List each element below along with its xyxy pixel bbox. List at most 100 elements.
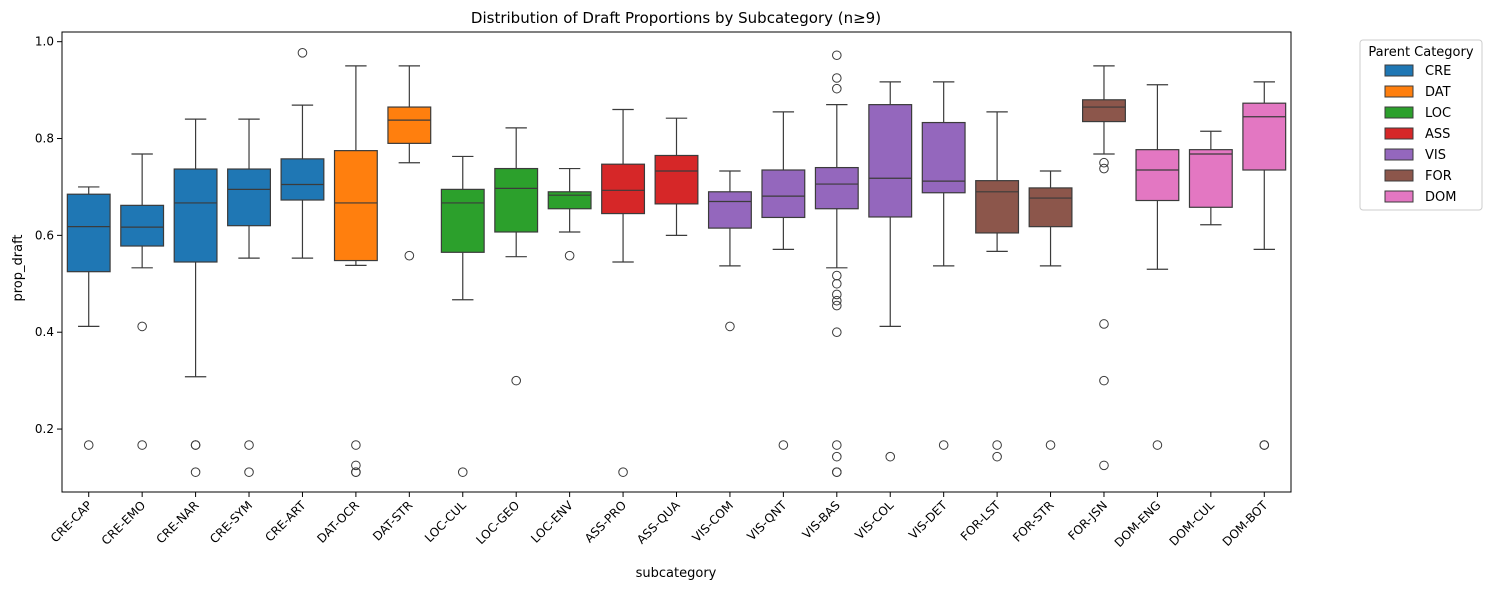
y-tick-label: 0.8 [35,132,54,146]
outlier-point [511,375,521,386]
outlier-point [832,289,842,300]
iqr-box [1082,99,1126,123]
legend-frame [1359,39,1483,211]
x-tick-label: CRE-CAP [48,498,95,545]
legend-swatch-vis [1384,148,1414,161]
legend-label-loc: LOC [1425,106,1451,121]
outlier-point [1099,460,1109,471]
outlier-point [832,295,842,306]
x-tick-label: DAT-OCR [314,498,362,546]
x-tick-label: DAT-STR [370,498,415,543]
y-tick-label: 0.6 [35,228,54,242]
outlier-point [1099,157,1109,168]
outlier-point [832,73,842,83]
outlier-point [832,83,842,94]
outlier-point [832,50,842,61]
y-axis-label: prop_draft [11,234,26,301]
x-tick-label: VIS-DET [906,498,950,542]
x-tick-label: VIS-COL [852,498,896,542]
iqr-box [173,168,218,263]
iqr-box [654,154,699,205]
iqr-box [227,168,271,227]
outlier-point [832,278,842,289]
outlier-point [1259,440,1270,450]
box-vis-qnt [761,111,806,450]
legend-swatch-loc [1384,106,1414,119]
chart-title: Distribution of Draft Proportions by Sub… [471,9,881,27]
outlier-point [938,440,949,450]
outlier-point [244,467,254,477]
x-tick-label: DOM-ENG [1112,498,1164,550]
outlier-point [190,440,201,450]
box-dom-cul [1188,130,1233,226]
iqr-box [1188,149,1233,208]
x-tick-label: ASS-QUA [634,498,683,547]
outlier-point [83,440,94,450]
iqr-box [1135,149,1180,202]
iqr-box [814,166,859,210]
outlier-point [832,440,842,450]
outlier-point [1099,163,1109,174]
outlier-point [992,451,1002,462]
outlier-point [404,250,415,261]
box-for-str [1028,170,1073,450]
box-ass-pro [601,108,646,477]
iqr-box [601,163,646,215]
iqr-box [761,169,806,219]
x-tick-label: DOM-CUL [1167,498,1218,549]
box-vis-com [707,170,752,332]
legend-label-cre: CRE [1425,64,1451,79]
iqr-box [66,193,111,273]
legend: Parent Category CRE DAT LOC ASS VIS FOR DOM [1359,39,1483,211]
x-axis-label: subcategory [636,566,717,581]
iqr-box [387,106,432,144]
outlier-point [1152,440,1163,450]
y-tick-label: 0.2 [35,422,54,436]
legend-label-dat: DAT [1425,85,1451,100]
iqr-box [975,180,1020,234]
iqr-box [440,188,485,253]
box-ass-qua [654,117,699,236]
box-cre-cap [66,186,111,450]
box-dat-ocr [333,65,378,477]
x-tick-label: CRE-NAR [154,498,202,546]
outlier-point [832,451,842,462]
box-dat-str [387,65,432,261]
x-tick-label: LOC-CUL [422,498,469,545]
legend-label-for: FOR [1425,169,1452,184]
iqr-box [494,167,539,233]
outlier-point [885,451,896,462]
iqr-box [1028,187,1073,228]
legend-swatch-dat [1384,85,1414,98]
legend-swatch-dom [1384,190,1414,203]
x-tick-label: CRE-SYM [207,498,255,546]
y-tick-label: 1.0 [35,35,54,49]
outlier-point [832,270,842,281]
legend-label-ass: ASS [1425,127,1450,142]
legend-swatch-cre [1384,64,1414,77]
outlier-point [618,467,628,477]
box-cre-nar [173,118,218,477]
box-loc-cul [440,155,485,477]
x-tick-label: CRE-EMO [99,498,149,548]
box-dom-bot [1242,81,1287,450]
outlier-point [351,467,361,477]
iqr-box [547,191,592,210]
outlier-point [832,327,842,338]
box-cre-sym [227,118,271,477]
box-loc-env [547,167,592,261]
legend-label-dom: DOM [1425,190,1456,205]
iqr-box [868,104,913,218]
x-tick-label: VIS-BAS [800,498,843,541]
iqr-box [1242,102,1287,171]
legend-swatch-for [1384,169,1414,182]
outlier-point [1099,319,1109,329]
legend-label-vis: VIS [1425,148,1446,163]
iqr-box [707,191,752,229]
x-tick-label: LOC-ENV [528,498,576,546]
outlier-point [457,467,468,477]
y-tick-label: 0.4 [35,325,54,339]
box-cre-art [280,48,325,259]
box-vis-col [868,81,913,462]
